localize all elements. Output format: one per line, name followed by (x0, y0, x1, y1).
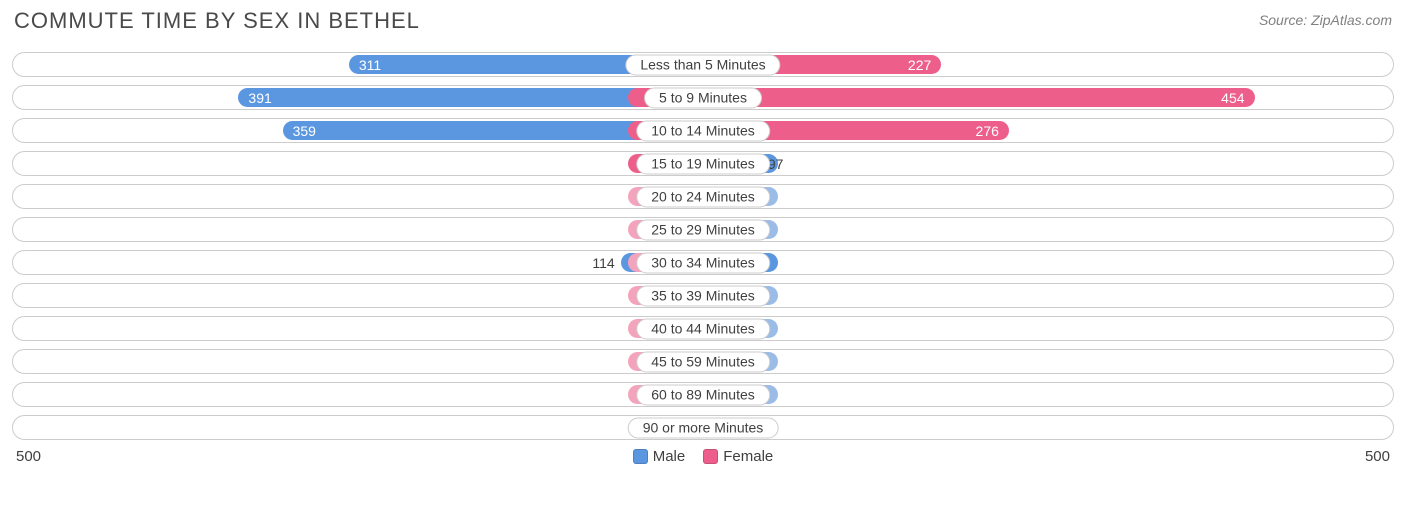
category-label: 5 to 9 Minutes (644, 87, 762, 108)
category-label: 25 to 29 Minutes (636, 219, 770, 240)
male-swatch-icon (633, 449, 648, 464)
source-attribution: Source: ZipAtlas.com (1259, 8, 1392, 28)
axis-max-right: 500 (1365, 448, 1390, 465)
legend-item-male: Male (633, 448, 686, 465)
male-value: 391 (248, 90, 271, 106)
chart-row: 20 to 24 Minutes4023 (12, 184, 1394, 209)
chart-row: Less than 5 Minutes 311 227 (12, 52, 1394, 77)
male-value: 114 (592, 255, 614, 271)
category-label: 40 to 44 Minutes (636, 318, 770, 339)
header: COMMUTE TIME BY SEX IN BETHEL Source: Zi… (12, 8, 1394, 34)
category-label: 45 to 59 Minutes (636, 351, 770, 372)
chart-area: Less than 5 Minutes 311 227 5 to 9 Minutes 3… (12, 52, 1394, 440)
chart-container: COMMUTE TIME BY SEX IN BETHEL Source: Zi… (0, 0, 1406, 523)
male-value: 359 (293, 123, 316, 139)
axis-max-left: 500 (16, 448, 41, 465)
chart-row: 45 to 59 Minutes13 (12, 349, 1394, 374)
category-label: 35 to 39 Minutes (636, 285, 770, 306)
legend-male-label: Male (653, 448, 686, 465)
chart-row: 5 to 9 Minutes 391 454 (12, 85, 1394, 110)
category-label: 15 to 19 Minutes (636, 153, 770, 174)
chart-row: 30 to 34 Minutes11410 (12, 250, 1394, 275)
chart-row: 35 to 39 Minutes00 (12, 283, 1394, 308)
category-label: 60 to 89 Minutes (636, 384, 770, 405)
footer: 500 Male Female 500 (12, 448, 1394, 465)
category-label: 20 to 24 Minutes (636, 186, 770, 207)
chart-row: 25 to 29 Minutes4416 (12, 217, 1394, 242)
female-value: 97 (768, 156, 784, 172)
chart-row: 60 to 89 Minutes00 (12, 382, 1394, 407)
chart-row: 10 to 14 Minutes 359 276 (12, 118, 1394, 143)
female-value: 227 (908, 57, 931, 73)
chart-row: 15 to 19 Minutes8197 (12, 151, 1394, 176)
legend: Male Female (633, 448, 774, 465)
chart-title: COMMUTE TIME BY SEX IN BETHEL (14, 8, 420, 34)
chart-row: 40 to 44 Minutes110 (12, 316, 1394, 341)
female-swatch-icon (703, 449, 718, 464)
category-label: 10 to 14 Minutes (636, 120, 770, 141)
male-value: 311 (359, 57, 381, 73)
chart-row: 90 or more Minutes00 (12, 415, 1394, 440)
category-label: 30 to 34 Minutes (636, 252, 770, 273)
legend-item-female: Female (703, 448, 773, 465)
category-label: 90 or more Minutes (628, 417, 779, 438)
female-value: 276 (976, 123, 999, 139)
female-value: 454 (1221, 90, 1244, 106)
category-label: Less than 5 Minutes (625, 54, 780, 75)
legend-female-label: Female (723, 448, 773, 465)
